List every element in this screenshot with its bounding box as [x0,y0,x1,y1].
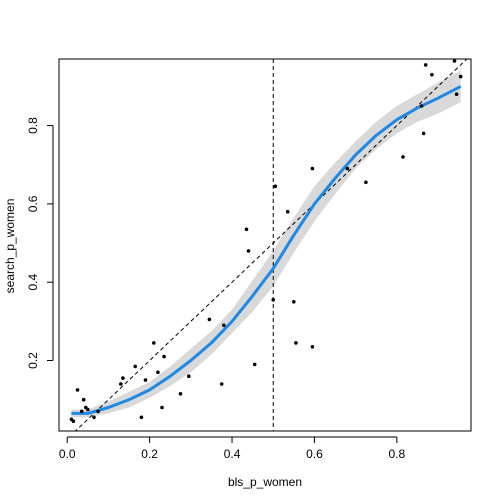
data-point [292,300,296,304]
data-point [133,364,137,369]
y-tick-label: 0.8 [26,117,40,134]
data-point [310,166,315,171]
data-point [219,382,224,386]
data-point [187,374,191,379]
data-point [364,180,368,185]
smooth-line [71,85,462,415]
data-point [452,59,457,63]
data-point [244,227,249,232]
y-tick-label: 0.6 [26,195,40,212]
data-point [271,298,276,302]
data-point [156,370,160,375]
data-point [86,407,90,412]
x-axis-title: bls_p_women [228,475,302,489]
x-tick-label: 0.6 [306,447,323,461]
data-point [246,249,251,253]
x-tick-label: 0.0 [59,447,76,461]
confidence-band [71,70,461,418]
confidence-band-layer [71,70,461,418]
identity-line [74,59,468,431]
data-point [401,155,405,159]
data-point [252,362,257,367]
data-point [178,392,183,396]
data-point [345,166,350,171]
x-axis: 0.0 0.2 0.4 0.6 0.8 [59,436,406,461]
data-point [419,104,424,108]
data-point [222,323,226,328]
smooth-line-layer [71,85,462,415]
data-point [294,341,298,345]
data-point [285,209,290,214]
x-tick-label: 0.4 [224,447,241,461]
x-tick-label: 0.2 [141,447,158,461]
data-point [421,131,426,136]
data-point [454,92,459,96]
data-point [152,341,156,345]
data-points-layer [69,59,463,424]
data-point [71,419,76,424]
y-tick-label: 0.4 [26,274,40,291]
y-axis: 0.2 0.4 0.6 0.8 [26,117,54,369]
data-point [143,378,148,382]
data-point [121,376,125,380]
data-point [119,382,123,386]
data-point [139,415,144,420]
y-tick-label: 0.2 [26,352,40,369]
data-point [273,184,278,189]
data-point [81,397,86,402]
reference-lines-layer [74,59,468,431]
data-point [96,409,100,414]
plot-frame [58,58,472,432]
data-point [423,63,428,67]
data-point [79,409,84,414]
y-axis-title: search_p_women [3,199,17,294]
data-point [430,72,434,77]
data-point [92,415,96,420]
data-point [160,405,164,410]
data-point [310,345,315,349]
data-point [75,388,80,392]
data-point [162,354,166,359]
x-tick-label: 0.8 [388,447,405,461]
data-point [207,317,212,322]
data-point [458,74,463,79]
